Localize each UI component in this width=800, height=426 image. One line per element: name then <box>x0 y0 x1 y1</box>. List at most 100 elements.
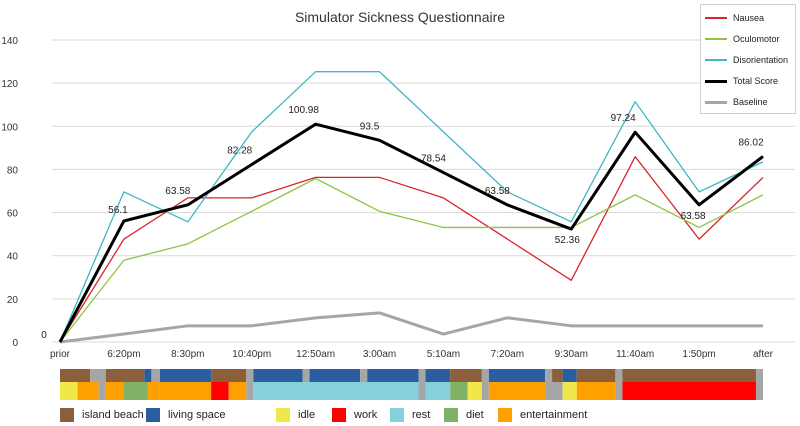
location-segment-island-beach <box>622 369 756 382</box>
activity-legend-label-island-beach: island beach <box>82 409 144 421</box>
x-tick-label-10-40pm: 10:40pm <box>232 349 271 360</box>
activity-legend-diet: diet <box>444 408 484 422</box>
activity-segment-gap <box>246 382 254 400</box>
location-segment-living-space <box>309 369 361 382</box>
activity-legend-swatch-rest <box>390 408 404 422</box>
activity-segment-diet <box>123 382 148 400</box>
x-tick-label-after: after <box>753 349 774 360</box>
legend-label-nausea: Nausea <box>733 13 765 23</box>
data-label-12-50am: 100.98 <box>288 105 319 116</box>
activity-segment-entertainment <box>228 382 247 400</box>
activity-segment-gap <box>98 382 106 400</box>
gridlines <box>52 39 795 343</box>
location-segment-living-space <box>488 369 546 382</box>
legend-label-disorientation: Disorientation <box>733 55 789 65</box>
legend-swatch-nausea <box>705 17 727 19</box>
series-line-oculomotor <box>59 177 764 343</box>
x-tick-label-9-30am: 9:30am <box>555 349 588 360</box>
legend-swatch-disorientation <box>705 59 727 61</box>
x-tick-label-5-10am: 5:10am <box>427 349 460 360</box>
activity-segment-idle <box>60 382 78 400</box>
data-label-3-00am: 93.5 <box>360 121 380 132</box>
legend-label-baseline: Baseline <box>733 97 768 107</box>
activity-segment-gap <box>545 382 563 400</box>
activity-legend-living-space: living space <box>146 408 225 422</box>
activity-segment-rest <box>425 382 451 400</box>
activity-segment-entertainment <box>105 382 124 400</box>
legend-item-disorientation: Disorientation <box>705 53 788 67</box>
location-segment-gap <box>360 369 368 382</box>
y-tick-label-80: 80 <box>7 165 19 176</box>
y-tick-label-120: 120 <box>1 79 18 90</box>
activity-legend-label-idle: idle <box>298 409 316 421</box>
activity-legend-swatch-work <box>332 408 346 422</box>
location-segment-island-beach <box>450 369 482 382</box>
activity-legend-swatch-living-space <box>146 408 160 422</box>
activity-segment-gap <box>418 382 426 400</box>
legend-swatch-oculomotor <box>705 38 727 40</box>
total-score-data-labels: 0 56.1 63.58 82.28 100.98 93.5 78.54 63.58 52.36… <box>41 105 764 341</box>
x-tick-label-3-00am: 3:00am <box>363 349 396 360</box>
location-segment-living-space <box>144 369 152 382</box>
location-segment-island-beach <box>60 369 91 382</box>
data-label-6-20pm: 56.1 <box>108 205 128 216</box>
y-tick-label-100: 100 <box>1 122 18 133</box>
location-segment-gap <box>418 369 426 382</box>
location-segment-island-beach <box>105 369 145 382</box>
location-segment-gap <box>90 369 106 382</box>
x-tick-label-12-50am: 12:50am <box>296 349 335 360</box>
activity-segment-gap <box>615 382 623 400</box>
x-tick-label-1-50pm: 1:50pm <box>682 349 715 360</box>
legend-label-total-score: Total Score <box>733 76 779 86</box>
location-segment-living-space <box>159 369 212 382</box>
activity-segment-gap <box>481 382 489 400</box>
activity-segment-entertainment <box>159 382 212 400</box>
data-label-after: 86.02 <box>738 137 763 148</box>
activity-segment-gap <box>755 382 763 400</box>
y-axis-ticks: 0 20 40 60 80 100 120 140 <box>1 36 18 349</box>
location-segment-island-beach <box>211 369 247 382</box>
series-line-disorientation <box>59 71 764 343</box>
legend-item-baseline: Baseline <box>705 95 768 109</box>
activity-legend-swatch-entertainment <box>498 408 512 422</box>
activity-legend-swatch-idle <box>276 408 290 422</box>
activity-legend-rest: rest <box>390 408 430 422</box>
activity-timeline-bar <box>60 369 763 400</box>
x-tick-label-prior: prior <box>50 349 71 360</box>
activity-legend-label-entertainment: entertainment <box>520 409 588 421</box>
data-label-7-20am: 63.58 <box>485 186 510 197</box>
data-label-11-40am: 97.24 <box>611 113 636 124</box>
data-label-5-10am: 78.54 <box>421 154 446 165</box>
legend-swatch-baseline <box>705 100 727 104</box>
y-tick-label-140: 140 <box>1 36 18 47</box>
activity-legend-label-diet: diet <box>466 409 484 421</box>
activity-legend-work: work <box>332 408 377 422</box>
legend-label-oculomotor: Oculomotor <box>733 34 780 44</box>
location-segment-living-space <box>425 369 451 382</box>
location-segment-gap <box>246 369 254 382</box>
activity-legend-island-beach: island beach <box>60 408 144 422</box>
series-lines <box>58 71 764 344</box>
activity-segment-work <box>211 382 229 400</box>
x-tick-label-6-20pm: 6:20pm <box>107 349 140 360</box>
activity-legend-swatch-diet <box>444 408 458 422</box>
activity-legend-idle: idle <box>276 408 315 422</box>
activity-segment-idle <box>467 382 482 400</box>
x-axis-ticks: prior 6:20pm 8:30pm 10:40pm 12:50am 3:00am 5:1… <box>50 349 774 360</box>
activity-segment-entertainment <box>576 382 616 400</box>
legend-swatch-total-score <box>705 79 727 83</box>
location-segment-gap <box>481 369 489 382</box>
x-tick-label-11-40am: 11:40am <box>616 349 654 360</box>
activity-segment-rest <box>253 382 419 400</box>
legend-item-nausea: Nausea <box>705 11 764 25</box>
series-line-baseline <box>59 311 763 344</box>
location-segment-gap <box>545 369 553 382</box>
chart-legend: Nausea Oculomotor Disorientation Total S… <box>700 4 796 114</box>
series-line-total-score <box>58 122 764 343</box>
x-tick-label-8-30pm: 8:30pm <box>171 349 204 360</box>
location-segment-gap <box>302 369 310 382</box>
location-segment-gap <box>151 369 160 382</box>
y-tick-label-20: 20 <box>7 295 19 306</box>
location-segment-living-space <box>562 369 577 382</box>
